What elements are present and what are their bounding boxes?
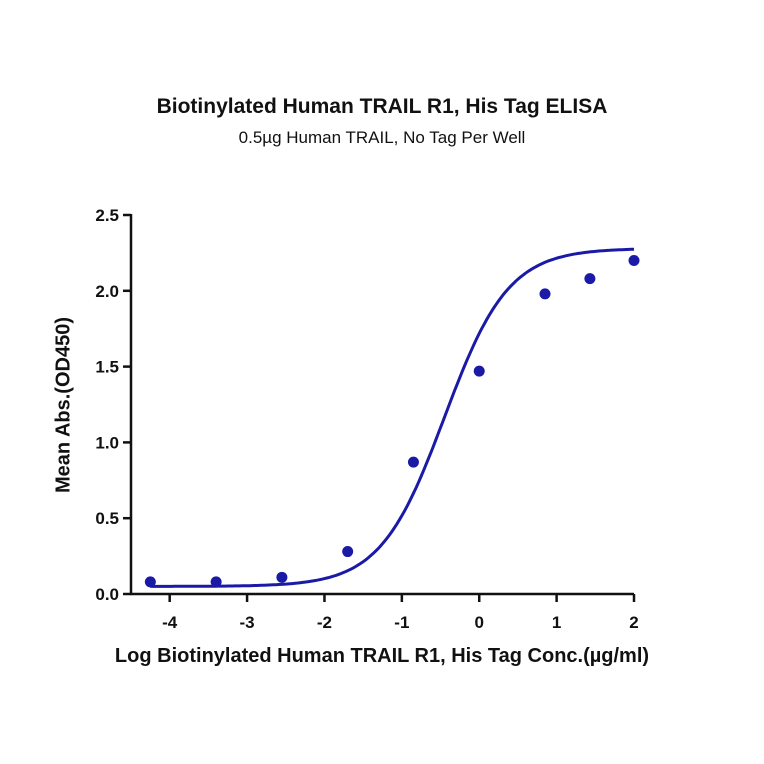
fit-curve-path (150, 247, 634, 588)
data-point (628, 254, 640, 266)
y-tick-label: 1.5 (95, 358, 119, 377)
data-point (584, 273, 596, 285)
data-point (473, 365, 485, 377)
x-tick-label: -3 (240, 613, 255, 632)
x-axis-label: Log Biotinylated Human TRAIL R1, His Tag… (114, 645, 650, 667)
y-tick-label: 1.0 (95, 433, 119, 452)
data-point (342, 546, 354, 558)
chart-subtitle: 0.5µg Human TRAIL, No Tag Per Well (238, 128, 526, 147)
y-tick-label: 0.0 (95, 585, 119, 604)
y-tick-label: 2.5 (95, 206, 119, 225)
data-points (144, 254, 640, 588)
x-tick-label: 2 (629, 613, 638, 632)
chart-title: Biotinylated Human TRAIL R1, His Tag ELI… (156, 95, 608, 118)
x-tick-label: -2 (317, 613, 332, 632)
data-point (144, 576, 156, 588)
x-tick-label: -1 (394, 613, 409, 632)
x-tick-label: 1 (552, 613, 561, 632)
x-tick-label: -4 (162, 613, 178, 632)
data-point (407, 456, 419, 468)
y-tick-label: 2.0 (95, 282, 119, 301)
data-point (539, 288, 551, 300)
axes: 0.0 0.5 1.0 1.5 2.0 2.5 -4 -3 -2 -1 0 1 2 (95, 206, 638, 632)
data-point (276, 571, 288, 583)
y-tick-label: 0.5 (95, 509, 119, 528)
data-point (210, 576, 222, 588)
fit-curve (150, 247, 634, 588)
x-tick-label: 0 (474, 613, 483, 632)
